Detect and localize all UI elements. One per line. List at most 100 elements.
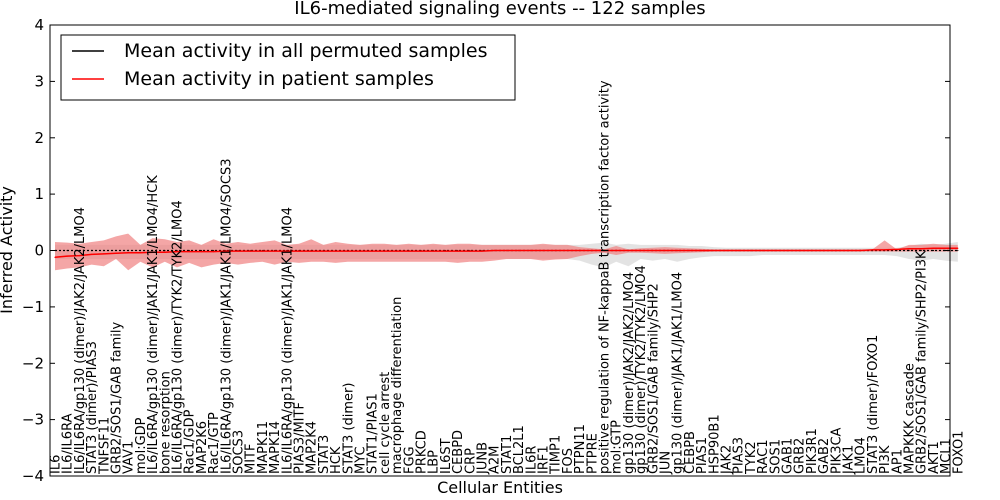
category-label: PIAS3 — [732, 437, 747, 474]
category-label: MAPK11 — [256, 421, 271, 474]
data-point — [737, 249, 739, 252]
data-point — [408, 250, 410, 252]
data-point — [810, 249, 813, 252]
data-point — [481, 250, 483, 252]
y-tick-label: −3 — [22, 411, 44, 429]
data-point — [115, 252, 117, 254]
legend-label-permuted: Mean activity in all permuted samples — [124, 40, 487, 62]
data-point — [505, 249, 507, 252]
data-point — [957, 249, 959, 252]
data-point — [920, 249, 922, 252]
data-point — [957, 247, 959, 249]
category-label: GAB2 — [817, 438, 832, 474]
data-point — [78, 255, 80, 257]
category-label: STAT1 — [500, 435, 515, 474]
series-lines — [54, 247, 959, 259]
data-point — [127, 249, 129, 252]
y-tick-label: −4 — [22, 467, 44, 485]
category-label: gp130 (dimer)/TYK2/TYK2/LMO4 — [634, 265, 649, 474]
category-label: AP1 — [890, 449, 905, 474]
category-label: STAT1/PIAS1 — [366, 393, 381, 474]
data-point — [213, 251, 215, 253]
y-tick-label: 1 — [34, 185, 44, 203]
y-axis: −4 −3 −2 −1 0 1 2 3 4 — [22, 16, 950, 485]
data-point — [176, 249, 178, 252]
data-point — [896, 248, 898, 250]
data-point — [420, 250, 422, 252]
category-label: PIK3R1 — [805, 428, 820, 474]
data-point — [469, 250, 471, 252]
data-point — [66, 255, 68, 257]
data-point — [823, 249, 825, 252]
category-label: STAT3 (dimer)/PIAS3 — [85, 341, 100, 474]
data-point — [542, 249, 544, 252]
category-label: A2M — [488, 446, 503, 474]
category-label: AKT1 — [927, 441, 942, 474]
data-point — [66, 249, 68, 252]
category-label: MAPK14 — [268, 421, 283, 474]
category-label: JUN — [659, 451, 674, 475]
category-label: MYC — [354, 446, 369, 474]
category-label: STAT3 (dimer)/FOXO1 — [866, 335, 881, 474]
data-point — [91, 253, 93, 255]
data-point — [871, 249, 874, 251]
data-point — [164, 251, 166, 253]
y-tick-label: 3 — [34, 72, 44, 90]
patient-range-band — [55, 233, 958, 271]
category-label: FOS — [561, 448, 576, 474]
category-label: GRB2/SOS1/GAB family/SHP2/PI3K — [915, 250, 930, 474]
data-point — [322, 250, 324, 252]
category-label: GAB1 — [781, 438, 796, 474]
category-label: macrophage differentiation — [390, 297, 405, 474]
data-point — [188, 251, 190, 253]
data-point — [249, 250, 251, 252]
y-tick-label: 2 — [34, 129, 44, 147]
x-axis-title: Cellular Entities — [437, 478, 563, 497]
data-point — [152, 251, 154, 253]
category-label: PIAS1 — [695, 437, 710, 474]
category-label: CRP — [463, 448, 478, 474]
data-point — [115, 249, 117, 252]
data-point — [371, 250, 373, 252]
data-point — [701, 249, 703, 252]
category-label: MAPKKK cascade — [903, 363, 918, 474]
data-point — [920, 248, 922, 250]
data-point — [103, 253, 105, 255]
category-label: PIAS3/MITF — [293, 402, 308, 474]
category-label: GRB2/SOS1/GAB family — [110, 321, 125, 474]
confidence-bands — [55, 233, 958, 271]
category-label: MAP2K4 — [305, 421, 320, 474]
data-point — [615, 249, 617, 252]
data-point — [688, 249, 691, 252]
data-point — [261, 250, 263, 252]
data-point — [54, 256, 56, 258]
data-point — [396, 250, 398, 252]
category-label: CEBPB — [683, 431, 698, 474]
category-label: BCL2L1 — [512, 425, 527, 474]
data-point — [213, 249, 215, 252]
data-point — [908, 248, 910, 250]
data-point — [945, 247, 947, 249]
category-label: IL6/IL6RA/gp130 (dimer)/JAK1/JAK1/LMO4/S… — [219, 159, 234, 474]
category-label: LMO4 — [854, 437, 869, 474]
category-label: STAT3 (dimer) — [341, 383, 356, 474]
category-label: MAP2K6 — [195, 421, 210, 474]
data-point — [591, 249, 593, 252]
data-point — [127, 252, 129, 254]
data-point — [200, 249, 202, 252]
category-label: cell cycle arrest — [378, 372, 393, 474]
category-label: JUNB — [476, 442, 491, 475]
data-point — [786, 249, 788, 252]
category-label: VAV1 — [122, 441, 137, 474]
data-point — [176, 251, 178, 253]
data-point — [676, 249, 678, 252]
data-point — [749, 249, 752, 252]
data-point — [432, 250, 434, 252]
category-label: PI3K — [878, 445, 893, 474]
category-label: FGG — [402, 446, 417, 474]
data-point — [164, 249, 166, 252]
y-tick-label: 4 — [34, 16, 44, 34]
data-point — [664, 249, 666, 252]
category-label: GRB2/SOS1/GAB family/SHP2 — [646, 283, 661, 474]
